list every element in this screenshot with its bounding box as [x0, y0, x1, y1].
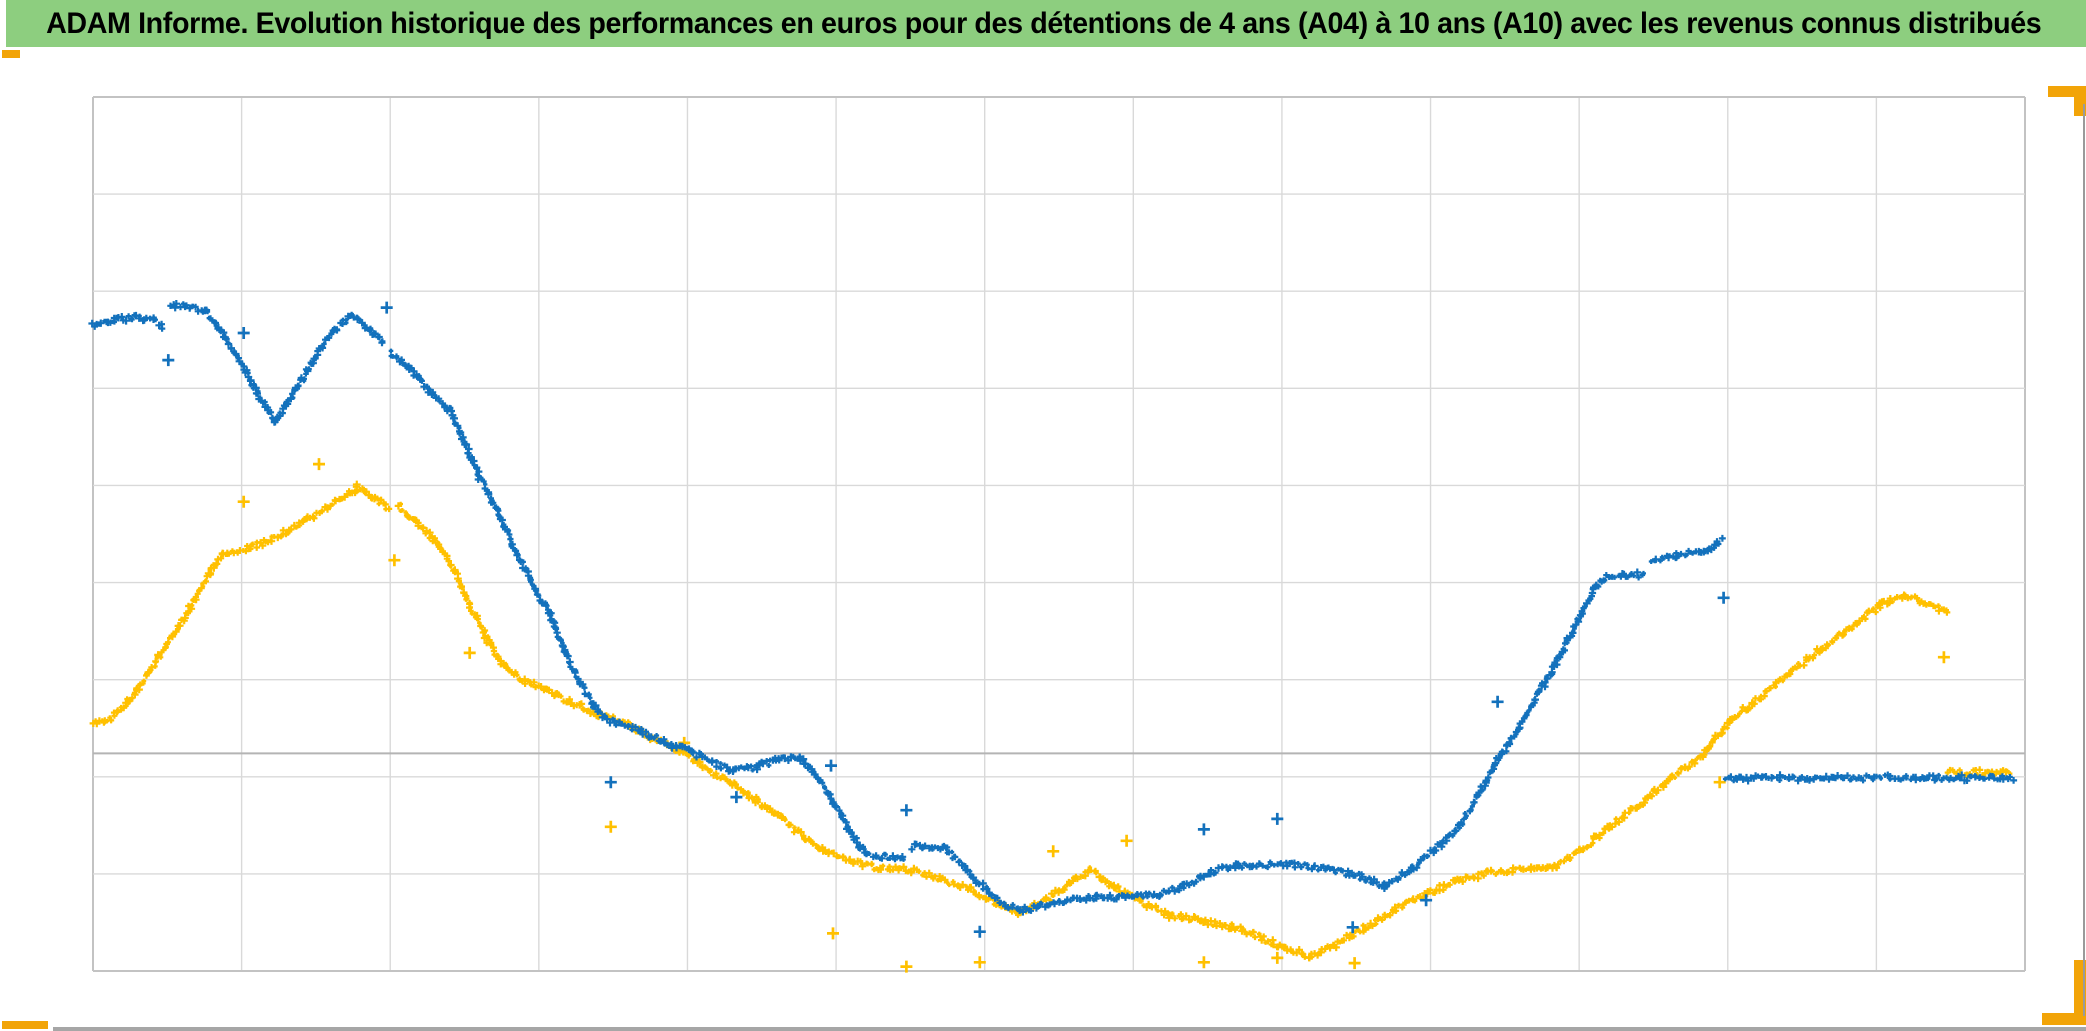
gold-series-outlier-markers: [237, 458, 1950, 973]
blue-series-markers: [88, 300, 2018, 916]
corner-mark-top-left: [2, 50, 20, 58]
title-bar[interactable]: ADAM Informe. Evolution historique des p…: [6, 0, 2086, 47]
gridlines: [92, 96, 2026, 972]
slide-right-border: [2083, 104, 2085, 1016]
corner-mark-bottom-right: [2042, 1013, 2086, 1025]
slide-bottom-border: [53, 1027, 2086, 1031]
gold-series-markers: [89, 480, 2013, 962]
blue-series-outlier-markers: [162, 301, 1730, 938]
chart-title: ADAM Informe. Evolution historique des p…: [46, 6, 2042, 40]
corner-mark-top-right: [2048, 86, 2086, 97]
corner-mark-bottom-left: [2, 1021, 48, 1029]
